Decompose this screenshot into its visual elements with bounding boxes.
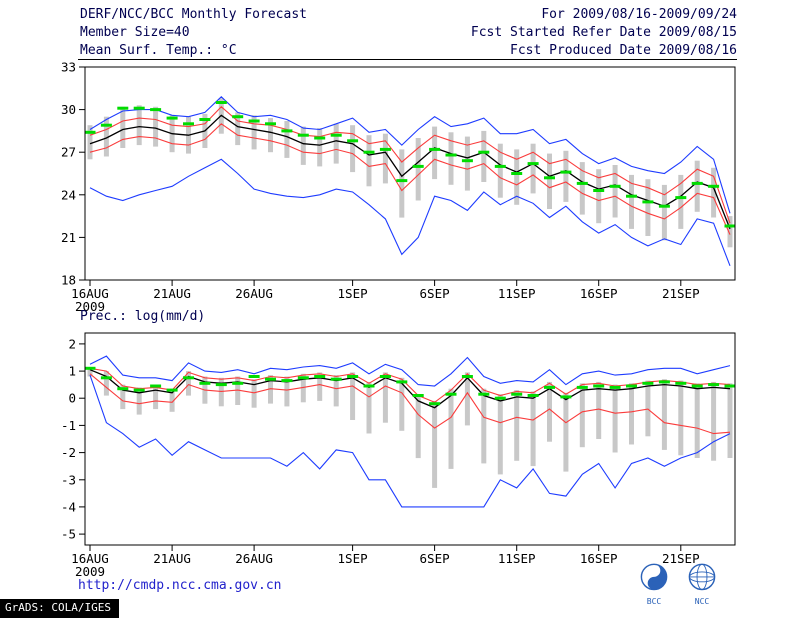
temp-median-line — [89, 114, 731, 230]
y-tick-label: 18 — [61, 273, 76, 288]
x-tick-label: 1SEP — [338, 286, 368, 301]
x-tick-label: 16AUG — [71, 551, 109, 566]
refer-date-label: Fcst Started Refer Date 2009/08/15 — [470, 25, 737, 40]
temp-member-min-line — [89, 158, 731, 266]
grads-credit-badge: GrADS: COLA/IGES — [0, 599, 119, 618]
x-tick-label: 6SEP — [420, 286, 450, 301]
prec-plot-box — [84, 332, 736, 546]
member-size-label: Member Size=40 — [80, 25, 190, 40]
temp-member-spread-bars — [87, 98, 733, 248]
y-tick-label: 30 — [61, 102, 76, 117]
x-tick-label: 11SEP — [498, 286, 536, 301]
header-divider — [78, 59, 737, 60]
prec-median-line — [89, 369, 731, 409]
prec-member-max-line — [89, 355, 731, 387]
temp-lower-quartile-line — [89, 123, 731, 235]
agency-logos: BCC NCC — [636, 562, 720, 608]
produced-date-label: Fcst Produced Date 2009/08/16 — [510, 43, 737, 58]
temp-chart: 18 21 24 27 30 33 16AUG 21AUG 26AUG 1SEP 6SEP 11SEP… — [61, 60, 736, 314]
x-tick-label: 16SEP — [580, 551, 618, 566]
x-tick-label: 6SEP — [420, 551, 450, 566]
y-tick-label: -3 — [61, 472, 76, 487]
y-tick-label: 21 — [61, 230, 76, 245]
prec-member-spread-bars — [87, 367, 733, 488]
x-year-label: 2009 — [75, 564, 105, 579]
y-tick-label: -1 — [61, 418, 76, 433]
x-tick-label: 26AUG — [235, 551, 273, 566]
header-row-2: Member Size=40 Fcst Started Refer Date 2… — [80, 25, 737, 40]
y-tick-label: -4 — [61, 499, 76, 514]
prec-chart: -5 -4 -3 -2 -1 0 1 2 16AUG 21AUG 26AUG 1SEP 6SEP 11SE… — [61, 332, 736, 579]
x-tick-label: 1SEP — [338, 551, 368, 566]
bcc-logo-icon: BCC — [640, 563, 668, 606]
temp-chart-title: Mean Surf. Temp.: °C — [80, 43, 237, 58]
x-tick-label: 21SEP — [662, 286, 700, 301]
header-row-3: Mean Surf. Temp.: °C Fcst Produced Date … — [80, 43, 737, 58]
y-tick-label: -2 — [61, 445, 76, 460]
ncc-logo-icon: NCC — [688, 563, 716, 606]
y-tick-label: 24 — [61, 187, 76, 202]
temp-plot-box — [84, 66, 736, 281]
x-year-label: 2009 — [75, 299, 105, 314]
y-tick-label: 2 — [68, 336, 76, 351]
temp-ensemble-mean-dashes — [84, 101, 736, 228]
header-row-1: DERF/NCC/BCC Monthly Forecast For 2009/0… — [80, 7, 737, 22]
y-tick-label: 0 — [68, 391, 76, 406]
y-tick-label: 1 — [68, 364, 76, 379]
x-tick-label: 26AUG — [235, 286, 273, 301]
prec-lower-quartile-line — [89, 373, 731, 435]
x-tick-label: 21AUG — [153, 551, 191, 566]
x-tick-label: 11SEP — [498, 551, 536, 566]
forecast-period: For 2009/08/16-2009/09/24 — [541, 7, 737, 22]
prec-chart-title: Prec.: log(mm/d) — [80, 309, 206, 324]
page-title: DERF/NCC/BCC Monthly Forecast — [80, 7, 307, 22]
y-tick-label: 33 — [61, 60, 76, 75]
ncc-logo-label: NCC — [695, 596, 710, 606]
y-tick-label: 27 — [61, 145, 76, 160]
bcc-logo-label: BCC — [647, 596, 662, 606]
y-tick-label: -5 — [61, 527, 76, 542]
temp-member-max-line — [89, 96, 731, 214]
prec-member-min-line — [89, 374, 731, 508]
website-url: http://cmdp.ncc.cma.gov.cn — [78, 578, 282, 593]
x-tick-label: 16AUG — [71, 286, 109, 301]
x-tick-label: 21AUG — [153, 286, 191, 301]
x-tick-label: 16SEP — [580, 286, 618, 301]
x-tick-label: 21SEP — [662, 551, 700, 566]
temp-upper-quartile-line — [89, 106, 731, 224]
prec-upper-quartile-line — [89, 367, 731, 403]
prec-ensemble-mean-dashes — [84, 366, 736, 406]
